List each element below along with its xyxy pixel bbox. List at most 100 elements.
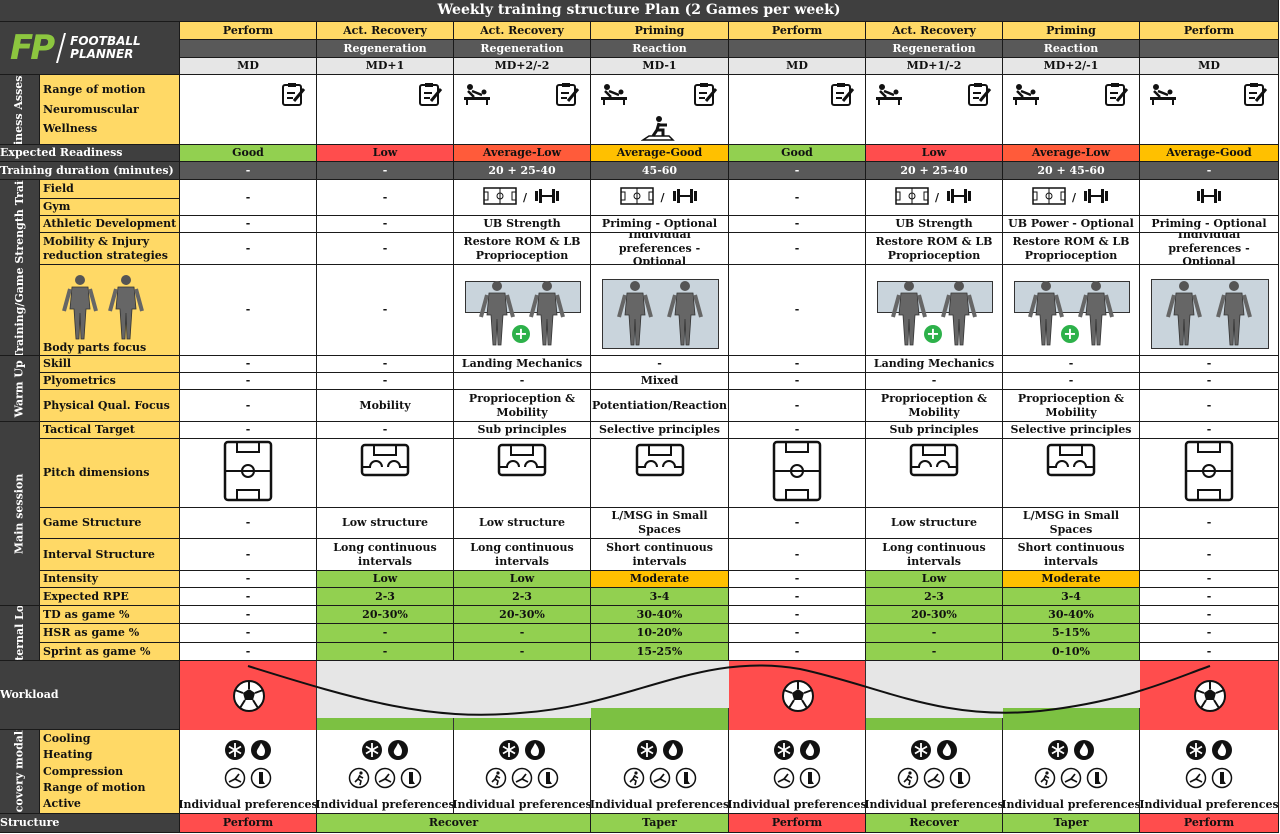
td-game: -	[180, 606, 317, 624]
day-md: MD	[729, 58, 866, 75]
massage-icon	[874, 83, 904, 109]
heating-icon	[662, 739, 684, 765]
warmup-physical: Proprioception & Mobility	[866, 390, 1003, 422]
recovery-text: Individual preferences	[729, 798, 866, 812]
recovery-text: Individual preferences	[866, 798, 1003, 812]
mobility-strategy: -	[729, 233, 866, 265]
day-focus: Act. Recovery	[454, 22, 591, 40]
warmup-skill: -	[1003, 356, 1140, 373]
body-parts: -	[729, 265, 866, 356]
plus-icon: +	[1061, 325, 1079, 343]
interval-structure: Long continuous intervals	[866, 539, 1003, 571]
day-sub: Regeneration	[454, 40, 591, 58]
athletic-development: UB Strength	[454, 216, 591, 233]
hsr-game: 10-20%	[591, 624, 729, 643]
expected-readiness: Good	[729, 145, 866, 162]
rom-icon	[511, 767, 533, 793]
pitch-icon	[635, 443, 685, 481]
hsr-game: -	[729, 624, 866, 643]
active-icon	[348, 767, 370, 793]
body-back-icon	[1214, 279, 1254, 353]
football-icon	[1193, 679, 1227, 717]
hsr-game: -	[180, 624, 317, 643]
readiness-icons	[180, 75, 317, 145]
td-game: 30-40%	[1003, 606, 1140, 624]
heating-icon	[1211, 739, 1233, 765]
compression-icon	[675, 767, 697, 793]
pitch-icon	[497, 443, 547, 481]
heating-icon	[799, 739, 821, 765]
label-gym: Gym	[40, 199, 180, 216]
interval-structure: Short continuous intervals	[591, 539, 729, 571]
mobility-strategy: -	[317, 233, 454, 265]
section-strength: Pre-Training/Game Strength Training	[0, 180, 40, 356]
workload-bar	[729, 661, 866, 730]
expected-readiness: Average-Good	[1140, 145, 1279, 162]
rom-icon	[649, 767, 671, 793]
label-cooling: Cooling	[43, 732, 91, 745]
heating-icon	[250, 739, 272, 765]
cooling-icon	[224, 739, 246, 765]
hsr-game: -	[454, 624, 591, 643]
warmup-skill: Landing Mechanics	[866, 356, 1003, 373]
section-external-text: External Load	[12, 606, 26, 661]
football-icon	[232, 679, 266, 717]
body-parts: -	[180, 265, 317, 356]
hsr-game: 5-15%	[1003, 624, 1140, 643]
mobility-strategy: Individual preferences - Optional	[591, 233, 729, 265]
football-icon	[781, 679, 815, 717]
section-recovery: Recovery modality	[0, 730, 40, 814]
day-sub	[1140, 40, 1279, 58]
game-structure: Low structure	[866, 508, 1003, 539]
athletic-development: -	[317, 216, 454, 233]
warmup-physical: Mobility	[317, 390, 454, 422]
label-athletic: Athletic Development	[40, 216, 180, 233]
dumbbell-icon	[1195, 188, 1223, 207]
pitch-dimensions	[1003, 439, 1140, 508]
label-field: Field	[40, 180, 180, 199]
label-rom: Range of motion	[43, 780, 146, 794]
label-td: TD as game %	[40, 606, 180, 624]
training-duration: -	[729, 162, 866, 180]
structure-phase: Perform	[729, 814, 866, 833]
recovery-modality: Individual preferences	[454, 730, 591, 814]
interval-structure: Short continuous intervals	[1003, 539, 1140, 571]
compression-icon	[949, 767, 971, 793]
field-icon	[620, 186, 655, 209]
recovery-text: Individual preferences	[317, 798, 454, 812]
pitch-dimensions	[729, 439, 866, 508]
day-md: MD+1	[317, 58, 454, 75]
mobility-strategy: Restore ROM & LB Proprioception	[866, 233, 1003, 265]
expected-readiness: Average-Good	[591, 145, 729, 162]
tactical-target: Sub principles	[866, 422, 1003, 439]
pitch-dimensions	[591, 439, 729, 508]
sprint-game: 15-25%	[591, 643, 729, 661]
pitch-icon	[1184, 440, 1234, 506]
workload-bar	[317, 718, 454, 730]
day-sub	[729, 40, 866, 58]
label-skill: Skill	[40, 356, 180, 373]
sprint-game: 0-10%	[1003, 643, 1140, 661]
day-sub: Reaction	[1003, 40, 1140, 58]
workload-bar	[1003, 708, 1140, 730]
rom-icon	[374, 767, 396, 793]
day-sub: Regeneration	[866, 40, 1003, 58]
field-gym: -	[180, 180, 317, 216]
recovery-modality: Individual preferences	[1140, 730, 1279, 814]
day-md: MD	[1140, 58, 1279, 75]
clipboard-icon	[966, 81, 992, 111]
day-md: MD+2/-2	[454, 58, 591, 75]
label-game-structure: Game Structure	[40, 508, 180, 539]
label-mobility: Mobility & Injury reduction strategies	[40, 233, 180, 265]
workload-bar	[180, 661, 317, 730]
body-front-icon	[477, 279, 517, 353]
sheet-title: Weekly training structure Plan (2 Games …	[0, 0, 1279, 22]
tactical-target: -	[317, 422, 454, 439]
active-icon	[1034, 767, 1056, 793]
warmup-plyometrics: -	[1140, 373, 1279, 390]
training-duration: 20 + 45-60	[1003, 162, 1140, 180]
day-md: MD+1/-2	[866, 58, 1003, 75]
warmup-physical: Proprioception & Mobility	[454, 390, 591, 422]
plus-icon: +	[512, 325, 530, 343]
compression-icon	[799, 767, 821, 793]
